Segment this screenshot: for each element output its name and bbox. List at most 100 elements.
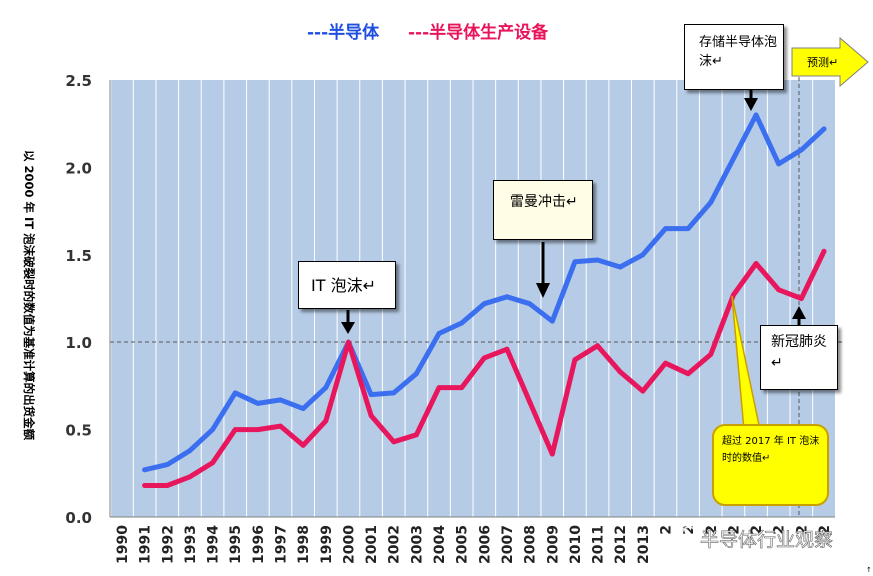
exceed-callout-box bbox=[712, 424, 829, 506]
x-tick-label: 1990 bbox=[115, 525, 131, 564]
data-point bbox=[413, 432, 419, 438]
x-tick-label: 2 bbox=[817, 525, 833, 535]
data-point bbox=[481, 301, 487, 307]
data-point bbox=[821, 248, 827, 254]
data-point bbox=[368, 413, 374, 419]
data-point bbox=[549, 318, 555, 324]
x-tick-label: 2 bbox=[749, 525, 765, 535]
data-point bbox=[481, 355, 487, 361]
x-tick-label: 2002 bbox=[387, 525, 403, 564]
data-point bbox=[368, 392, 374, 398]
x-tick-label: 2004 bbox=[432, 525, 448, 564]
data-point bbox=[459, 385, 465, 391]
x-tick-label: 2 bbox=[772, 525, 788, 535]
data-point bbox=[255, 400, 261, 406]
data-point bbox=[527, 301, 533, 307]
data-point bbox=[164, 462, 170, 467]
data-point bbox=[595, 343, 600, 349]
data-point bbox=[595, 257, 600, 263]
data-point bbox=[436, 385, 442, 391]
x-tick-label: 2010 bbox=[568, 525, 584, 564]
data-point bbox=[210, 427, 215, 432]
y-tick-label: 2.0 bbox=[65, 159, 92, 177]
storage-bubble-text: 存储半导体泡沫↵ bbox=[699, 35, 778, 69]
watermark bbox=[672, 526, 697, 548]
data-point bbox=[459, 320, 465, 326]
x-tick-label: 2006 bbox=[477, 525, 493, 564]
x-tick-label: 2001 bbox=[364, 525, 380, 564]
y-tick-label: 0.0 bbox=[65, 509, 92, 527]
data-point bbox=[187, 448, 193, 453]
x-tick-label: 1997 bbox=[274, 525, 290, 564]
data-point bbox=[617, 369, 623, 375]
data-point bbox=[278, 423, 283, 429]
data-point bbox=[798, 296, 804, 301]
data-point bbox=[663, 360, 668, 366]
storage-bubble-callout: 存储半导体泡沫↵ bbox=[684, 24, 784, 90]
data-point bbox=[255, 427, 261, 432]
data-point bbox=[776, 287, 782, 293]
data-point bbox=[776, 161, 782, 167]
data-point bbox=[232, 427, 238, 432]
data-point bbox=[164, 483, 170, 488]
x-tick-label: 1993 bbox=[183, 525, 199, 564]
data-point bbox=[640, 388, 646, 394]
covid-text: 新冠肺炎↵ bbox=[771, 334, 827, 371]
data-point bbox=[549, 451, 555, 457]
data-point bbox=[300, 442, 306, 448]
data-point bbox=[210, 460, 215, 466]
data-point bbox=[685, 226, 691, 231]
x-tick-label: 2011 bbox=[591, 525, 607, 564]
x-tick-label: 2009 bbox=[545, 525, 561, 564]
x-tick-label: 2 bbox=[726, 525, 742, 535]
data-point bbox=[142, 483, 148, 488]
x-tick-label: 2 bbox=[794, 525, 810, 535]
x-tick-label: 1995 bbox=[228, 525, 244, 564]
data-point bbox=[413, 371, 419, 377]
it-bubble-callout: IT 泡沫↵ bbox=[298, 261, 396, 309]
data-point bbox=[663, 226, 668, 231]
x-tick-label: 1992 bbox=[160, 525, 176, 564]
series-lines bbox=[142, 112, 827, 488]
forecast-arrow bbox=[791, 36, 869, 88]
data-point bbox=[323, 418, 329, 424]
data-point bbox=[798, 147, 804, 153]
forecast-label: 预测↵ bbox=[807, 56, 838, 69]
data-point bbox=[753, 261, 759, 266]
data-point bbox=[346, 339, 351, 345]
x-tick-label: 2 bbox=[658, 525, 674, 535]
data-point bbox=[821, 126, 827, 132]
covid-callout: 新冠肺炎↵ bbox=[760, 325, 838, 390]
data-point bbox=[708, 199, 714, 205]
data-point bbox=[323, 385, 329, 391]
lehman-callout: 雷曼冲击↵ bbox=[493, 180, 593, 240]
y-tick-label: 0.5 bbox=[65, 422, 92, 440]
data-point bbox=[640, 252, 646, 258]
y-tick-label: 2.5 bbox=[65, 72, 92, 90]
arrow-lehman bbox=[536, 242, 550, 298]
data-point bbox=[391, 439, 397, 445]
arrow-storage-bubble bbox=[744, 90, 758, 111]
x-tick-label: 2003 bbox=[409, 525, 425, 564]
data-point bbox=[300, 406, 306, 412]
data-point bbox=[142, 467, 148, 473]
x-tick-label: 2007 bbox=[500, 525, 516, 564]
data-point bbox=[708, 352, 714, 357]
data-point bbox=[436, 331, 442, 336]
data-point bbox=[391, 390, 397, 396]
data-point bbox=[617, 264, 623, 270]
gridlines bbox=[110, 80, 814, 517]
x-axis-ticks: 1990 1991 1992 1993 1994 1995 1996 1997 1998 1999… bbox=[115, 525, 833, 564]
x-tick-label: 2008 bbox=[523, 525, 539, 564]
legend-equipment: ---半导体生产设备 bbox=[408, 22, 549, 43]
data-point bbox=[572, 259, 578, 265]
data-point bbox=[572, 357, 578, 363]
legend-semiconductor: ---半导体 bbox=[307, 22, 380, 43]
y-axis-title: 以 2000 年 IT 泡沫破裂时的数值为基准计算的出货金额 bbox=[22, 150, 36, 441]
x-tick-label: 2005 bbox=[455, 525, 471, 564]
x-tick-label: 1999 bbox=[319, 525, 335, 564]
data-point bbox=[232, 390, 238, 396]
y-axis-ticks: 0.0 0.5 1.0 1.5 2.0 2.5 bbox=[65, 72, 92, 527]
x-tick-label: 1998 bbox=[296, 525, 312, 564]
exceed-text: 超过 2017 年 IT 泡沫时的数值↵ bbox=[722, 436, 820, 464]
